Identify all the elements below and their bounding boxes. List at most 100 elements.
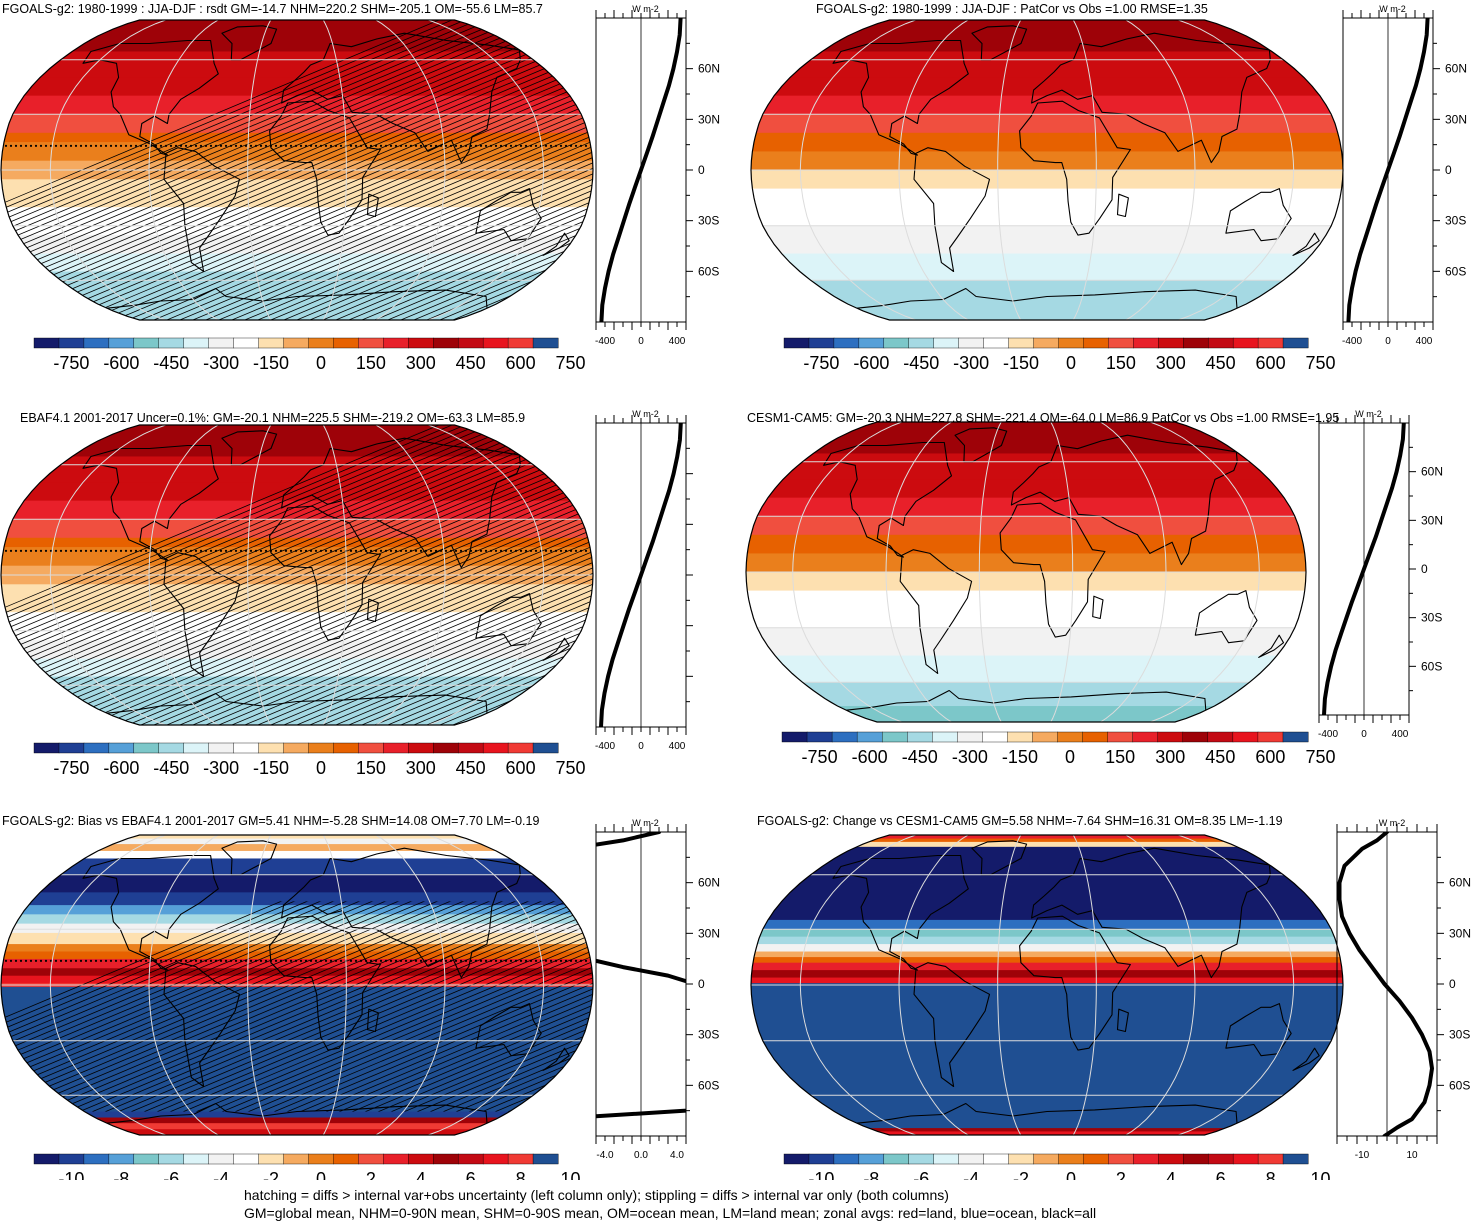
colorbar-tick-label: 2 bbox=[1116, 1169, 1126, 1180]
coastline-north-america bbox=[82, 39, 219, 156]
colorbar-tick-label: 750 bbox=[1306, 747, 1336, 767]
colorbar-swatch bbox=[358, 337, 384, 349]
stipple-dot bbox=[444, 959, 448, 962]
stipple-dot bbox=[334, 144, 338, 147]
coastline-south-america bbox=[913, 962, 991, 1088]
colorbar-swatch bbox=[908, 1153, 935, 1165]
stipple-dot bbox=[369, 959, 373, 962]
stipple-dot bbox=[194, 549, 198, 552]
stipple-dot bbox=[544, 959, 548, 962]
hatch-line bbox=[246, 425, 593, 725]
colorbar-tick-label: -450 bbox=[903, 353, 939, 373]
colorbar-swatch bbox=[408, 337, 434, 349]
stipple-dot bbox=[569, 144, 573, 147]
map-fill bbox=[751, 20, 1343, 320]
stipple-dot bbox=[234, 549, 238, 552]
zonal-mean-plot: -400 0 400 W m-2 60N 30N 0 30S 60S bbox=[595, 4, 720, 347]
coastline-australia bbox=[475, 188, 542, 242]
stipple-dot bbox=[554, 549, 558, 552]
colorbar-swatch bbox=[932, 731, 958, 743]
colorbar-swatch bbox=[482, 1153, 509, 1165]
colorbar-tick-label: -600 bbox=[103, 353, 139, 373]
colorbar-tick-label: -150 bbox=[253, 353, 289, 373]
colorbar-swatch bbox=[457, 337, 484, 349]
stipple-dot bbox=[259, 144, 263, 147]
graticule-meridian bbox=[1178, 20, 1295, 320]
stipple-dot bbox=[9, 959, 13, 962]
zonal-lat-label: 30N bbox=[1449, 926, 1471, 940]
colorbar-swatch bbox=[1207, 337, 1234, 349]
stipple-dot bbox=[269, 549, 273, 552]
colorbar-swatch bbox=[781, 731, 808, 743]
map-band bbox=[751, 838, 1343, 843]
stipple-dot bbox=[464, 959, 468, 962]
stipple-dot bbox=[479, 549, 483, 552]
colorbar-swatch bbox=[1008, 337, 1035, 349]
hatch-line bbox=[376, 901, 593, 1112]
hatch-line bbox=[272, 901, 593, 1112]
colorbar-swatch bbox=[783, 337, 810, 349]
map-band bbox=[1, 537, 593, 548]
map-band bbox=[1, 844, 593, 852]
stippling bbox=[1, 144, 593, 147]
colorbar-tick-label: 300 bbox=[406, 353, 436, 373]
stipple-dot bbox=[114, 959, 118, 962]
colorbar-tick-label: 10 bbox=[560, 1169, 580, 1180]
stipple-dot bbox=[269, 959, 273, 962]
stipple-dot bbox=[474, 959, 478, 962]
colorbar-swatch bbox=[1183, 337, 1209, 349]
stipple-dot bbox=[139, 959, 143, 962]
hatch-line bbox=[571, 901, 593, 1112]
colorbar-swatch bbox=[831, 731, 858, 743]
stipple-dot bbox=[454, 549, 458, 552]
stipple-dot bbox=[64, 144, 68, 147]
zonal-xtick-label: 4.0 bbox=[670, 1150, 684, 1161]
stipple-dot bbox=[454, 144, 458, 147]
map-band bbox=[1, 20, 593, 30]
colorbar-swatch bbox=[1257, 337, 1284, 349]
stipple-dot bbox=[264, 549, 268, 552]
stipple-dot bbox=[359, 144, 363, 147]
stipple-dot bbox=[339, 959, 343, 962]
colorbar-swatch bbox=[83, 337, 110, 349]
graticule-meridian bbox=[428, 20, 545, 320]
stipple-dot bbox=[39, 959, 43, 962]
graticule-meridian bbox=[428, 835, 545, 1135]
graticule-meridian bbox=[375, 425, 446, 725]
stipple-dot bbox=[549, 549, 553, 552]
stipple-dot bbox=[139, 144, 143, 147]
stipple-dot bbox=[289, 144, 293, 147]
zonal-lat-label: 30S bbox=[1445, 214, 1466, 228]
colorbar-swatch bbox=[133, 1153, 160, 1165]
stipple-dot bbox=[504, 959, 508, 962]
stipple-dot bbox=[414, 549, 418, 552]
colorbar-tick-label: -10 bbox=[58, 1169, 84, 1180]
panel-change: FGOALS-g2: Change vs CESM1-CAM5 GM=5.58 … bbox=[741, 810, 1482, 1180]
stipple-dot bbox=[464, 144, 468, 147]
stipple-dot bbox=[514, 549, 518, 552]
zonal-xtick-label: 0 bbox=[638, 336, 644, 347]
stipple-dot bbox=[54, 549, 58, 552]
hatch-line bbox=[311, 20, 593, 320]
graticule bbox=[751, 20, 1343, 320]
colorbar-swatch bbox=[1083, 337, 1109, 349]
stipple-dot bbox=[54, 959, 58, 962]
map-band bbox=[1, 975, 593, 984]
coastline-new-zealand bbox=[1292, 1047, 1320, 1071]
stipple-dot bbox=[189, 144, 193, 147]
stipple-dot bbox=[269, 144, 273, 147]
stipple-dot bbox=[389, 959, 393, 962]
colorbar-swatch bbox=[233, 742, 260, 754]
hatch-line bbox=[298, 20, 593, 320]
stipple-dot bbox=[414, 144, 418, 147]
map-band bbox=[746, 706, 1306, 722]
stipple-dot bbox=[189, 959, 193, 962]
stipple-dot bbox=[449, 959, 453, 962]
stipple-dot bbox=[244, 549, 248, 552]
stipple-dot bbox=[119, 144, 123, 147]
map-band bbox=[1, 288, 593, 320]
colorbar-swatch bbox=[907, 731, 933, 743]
panel-title: FGOALS-g2: Bias vs EBAF4.1 2001-2017 GM=… bbox=[2, 814, 540, 828]
stipple-dot bbox=[114, 144, 118, 147]
colorbar-swatch bbox=[308, 742, 334, 754]
